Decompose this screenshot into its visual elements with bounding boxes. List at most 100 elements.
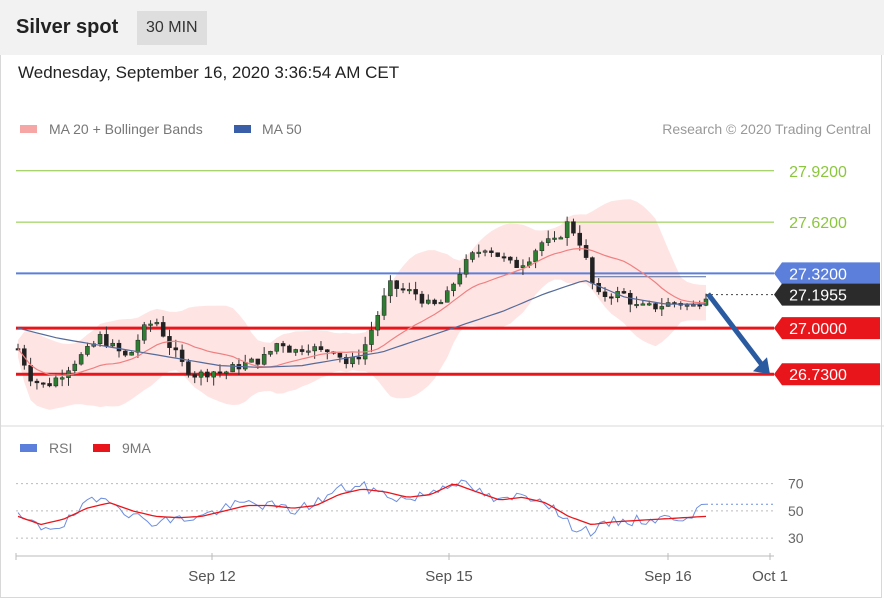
candle-body [192, 374, 197, 378]
candle-body [148, 323, 153, 326]
level-label: 27.3200 [789, 266, 847, 283]
level-label: 27.9200 [789, 164, 847, 181]
candle-body [268, 350, 273, 355]
rsi-tick-label: 50 [788, 503, 804, 519]
ma50-line [17, 280, 706, 368]
candle-body [356, 356, 362, 360]
chart-header: Silver spot 30 MIN [0, 0, 884, 55]
candle-body [53, 377, 59, 387]
candle-body [369, 329, 374, 345]
legend-ma20-label: MA 20 + Bollinger Bands [49, 121, 203, 137]
rsi-tick-label: 30 [788, 530, 804, 546]
level-label: 27.6200 [789, 215, 847, 232]
candle-body [28, 365, 33, 382]
candle-body [299, 349, 305, 352]
candle-body [558, 237, 564, 240]
legend-swatch-ma50 [234, 125, 251, 133]
interval-badge[interactable]: 30 MIN [137, 11, 207, 45]
copyright-text: Research © 2020 Trading Central [662, 121, 871, 137]
bollinger-band-area [18, 199, 706, 410]
level-label: 27.0000 [789, 321, 847, 338]
candle-body [280, 343, 286, 347]
candle-body [463, 259, 469, 275]
candle-body [78, 354, 84, 365]
x-tick-label: Sep 15 [425, 568, 473, 585]
candle-body [34, 380, 40, 384]
legend-swatch-ma20 [20, 125, 37, 133]
candle-body [141, 324, 147, 341]
legend-swatch-rsi [20, 444, 37, 452]
candle-body [129, 352, 134, 356]
candle-body [312, 346, 317, 352]
x-tick-label: Sep 16 [644, 568, 692, 585]
candle-body [407, 289, 412, 292]
candle-body [495, 252, 500, 257]
candle-body [306, 350, 311, 353]
x-axis: Sep 12 Sep 15 Sep 16 Oct 1 [15, 553, 788, 585]
candle-body [470, 252, 475, 260]
candle-body [444, 290, 450, 303]
candle-body [116, 342, 122, 352]
level-labels: 27.9200 27.6200 27.3200 27.0000 26.7300 27.19… [774, 164, 880, 386]
candle-body [602, 291, 608, 297]
candle-body [508, 256, 513, 261]
candle-body [179, 349, 185, 362]
candle-body [691, 304, 696, 307]
candle-body [287, 345, 292, 353]
candle-body [590, 257, 595, 284]
candle-body [224, 371, 229, 374]
candle-body [72, 363, 78, 371]
candle-body [621, 291, 627, 294]
candle-body [413, 289, 418, 295]
last-price-label: 27.1955 [789, 288, 847, 305]
candle-body [211, 371, 216, 378]
candle-body [255, 358, 261, 365]
forecast-arrow-head [753, 357, 770, 375]
candle-body [261, 354, 267, 365]
candle-body [343, 357, 349, 365]
candle-body [564, 221, 570, 238]
candle-body [476, 251, 482, 254]
candle-body [438, 301, 444, 305]
candle-body [571, 221, 576, 234]
candle-body [85, 346, 90, 355]
ma20-line [17, 247, 706, 377]
legend-9ma-label: 9MA [122, 440, 151, 456]
candle-body [552, 237, 557, 240]
candle-body [394, 280, 399, 289]
candle-body [97, 334, 103, 345]
candle-body [653, 303, 658, 310]
candle-body [375, 315, 381, 331]
candle-body [110, 342, 115, 347]
rsi-line [17, 479, 707, 537]
candle-body [426, 299, 431, 304]
candle-body [337, 352, 343, 358]
legend-swatch-9ma [93, 444, 110, 452]
candle-body [293, 349, 298, 353]
candle-body [697, 304, 702, 307]
last-price-tag [774, 283, 880, 306]
candle-body [160, 322, 166, 337]
level-tag [774, 317, 880, 340]
forecast-arrow [706, 292, 770, 375]
candle-body [242, 362, 248, 370]
candle-body [634, 304, 639, 307]
candle-body [419, 293, 425, 304]
candle-body [217, 371, 223, 374]
rsi-tick-label: 70 [788, 476, 804, 492]
candle-body [609, 296, 614, 299]
legend-ma50-label: MA 50 [262, 121, 302, 137]
level-tag [774, 262, 880, 285]
candle-body [59, 377, 65, 380]
candle-body [186, 361, 191, 375]
rsi-pane: 70 50 30 [16, 476, 804, 546]
legend-rsi-label: RSI [49, 440, 72, 456]
candle-body [274, 343, 280, 352]
x-tick-label: Sep 12 [188, 568, 236, 585]
candle-body [596, 282, 601, 293]
candle-body [659, 306, 665, 310]
candle-body [104, 334, 109, 347]
candle-body [230, 364, 235, 373]
candle-body [325, 349, 330, 353]
